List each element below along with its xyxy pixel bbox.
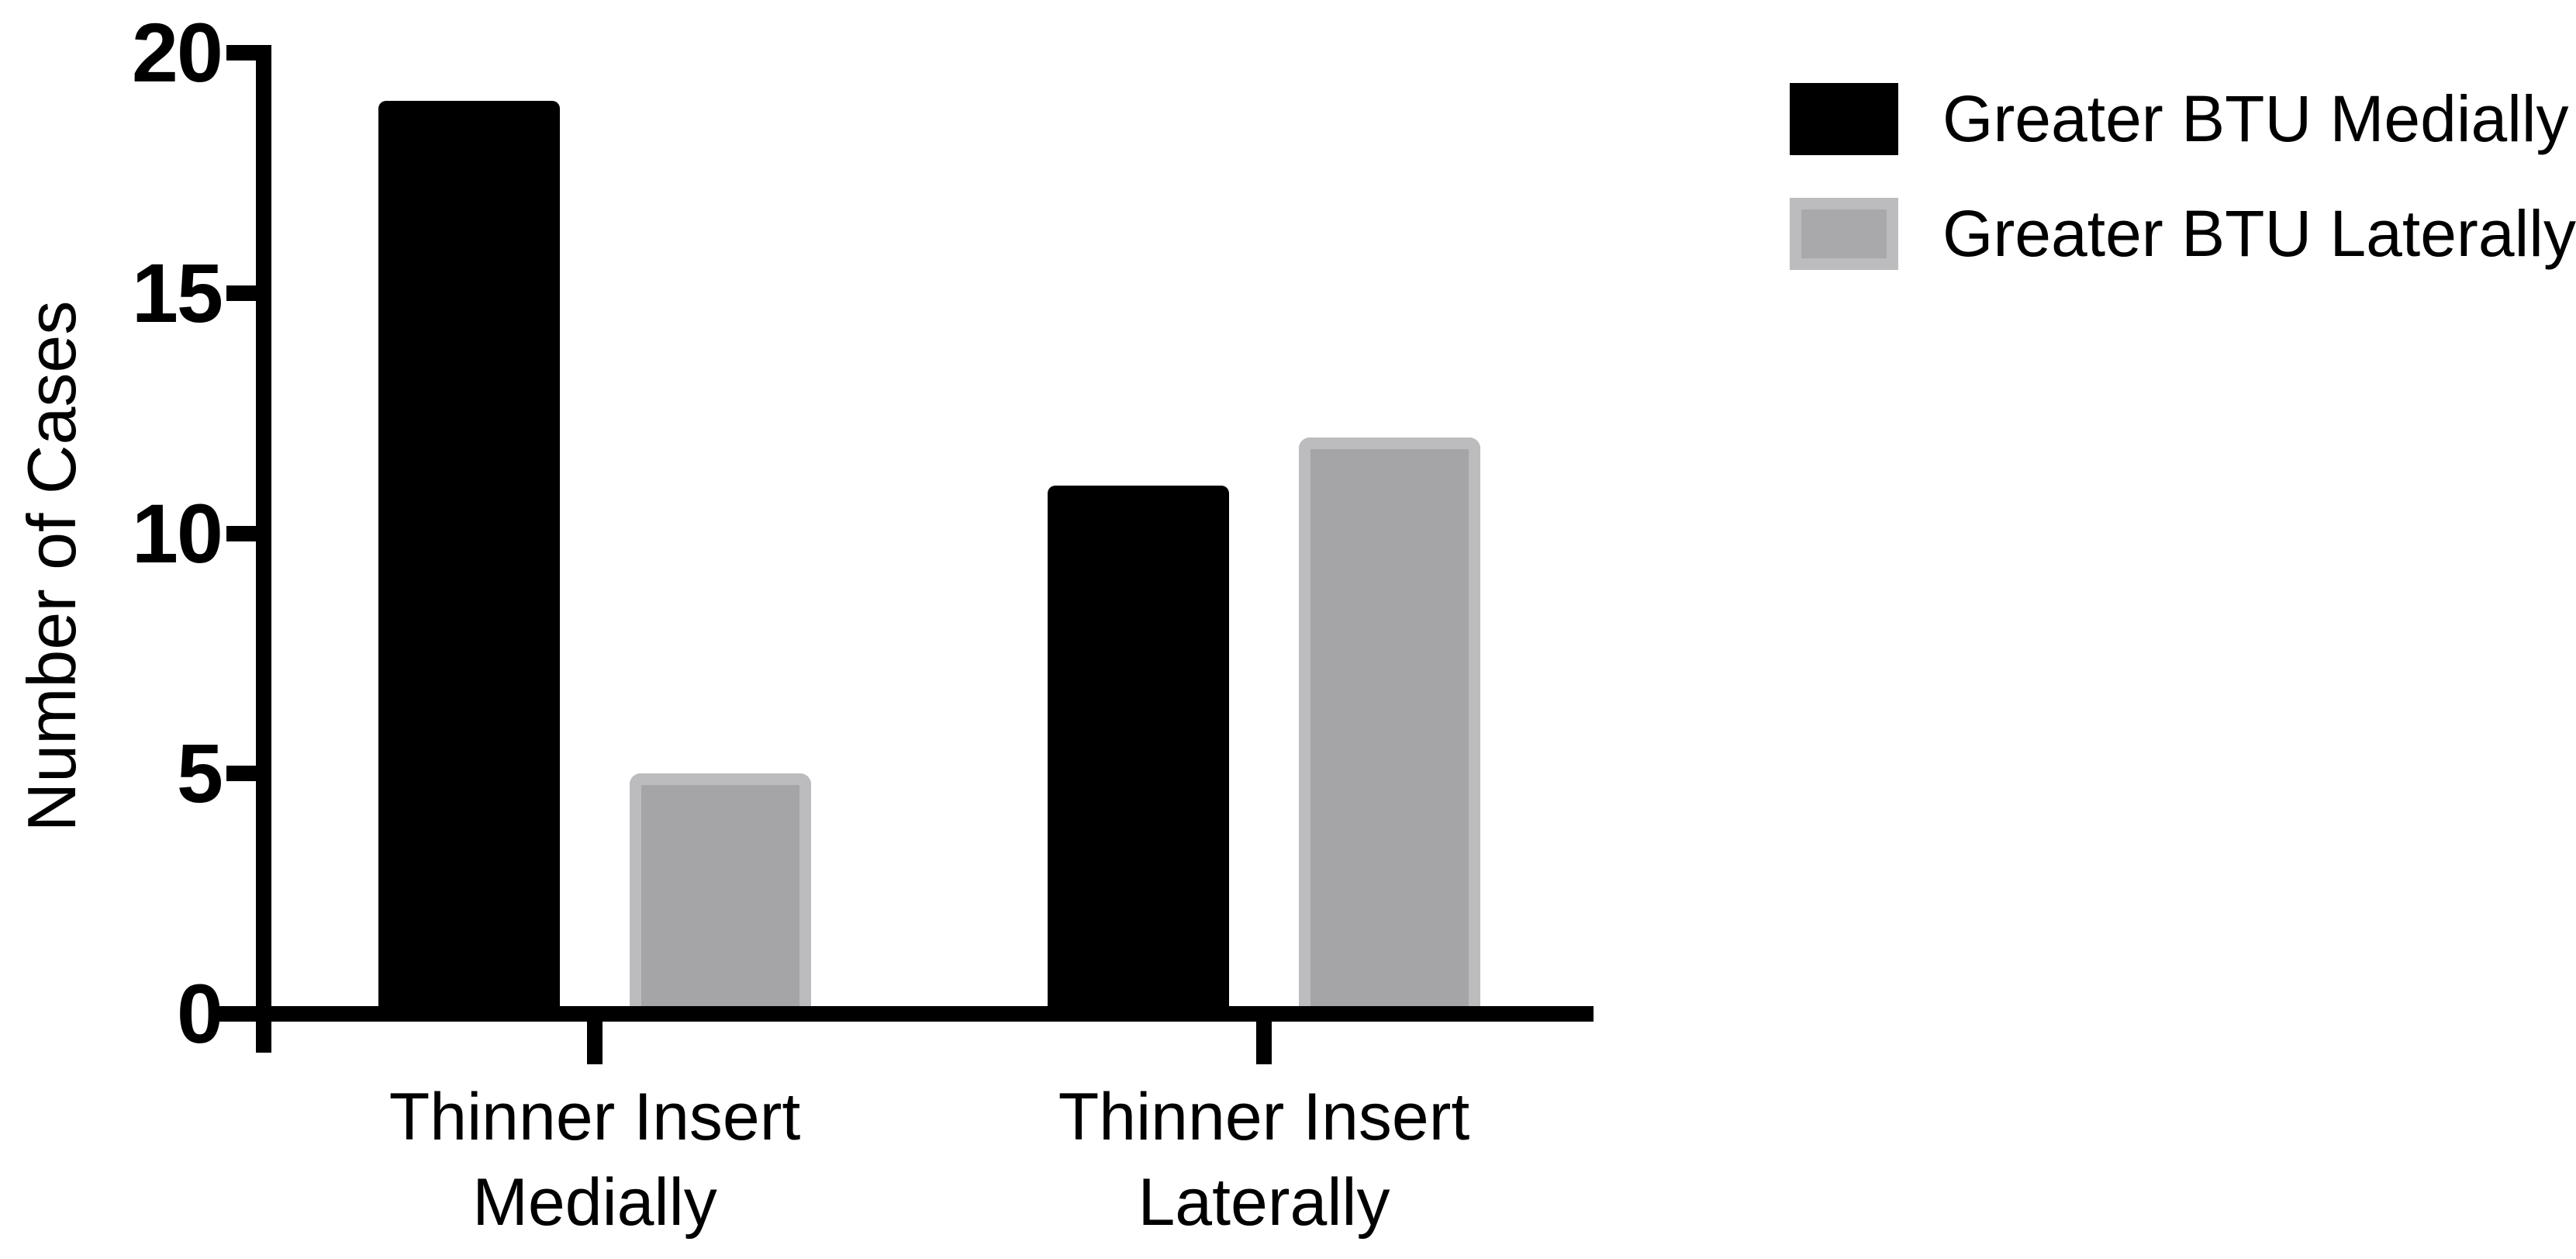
- x-axis-tick: [1256, 1022, 1272, 1064]
- x-category-label: Thinner Insert Medially: [388, 1080, 801, 1240]
- bar: [630, 773, 811, 1010]
- y-axis-tick: [226, 1006, 264, 1022]
- y-tick-label: 10: [131, 486, 223, 580]
- legend-label: Greater BTU Laterally: [1942, 197, 2576, 270]
- y-tick-label: 0: [176, 967, 223, 1060]
- bar: [1299, 437, 1480, 1010]
- y-axis-tick: [226, 766, 264, 782]
- y-tick-label: 15: [131, 245, 223, 340]
- x-axis-line: [219, 1006, 1594, 1022]
- legend-item: Greater BTU Medially: [1790, 83, 2576, 155]
- x-axis-tick: [587, 1022, 603, 1064]
- legend-swatch-black: [1790, 83, 1898, 155]
- y-axis-line: [256, 45, 271, 1053]
- bar: [378, 100, 560, 1010]
- legend-label: Greater BTU Medially: [1942, 82, 2569, 155]
- legend-item: Greater BTU Laterally: [1790, 198, 2576, 270]
- bar: [1048, 485, 1229, 1010]
- y-axis-tick: [226, 525, 264, 541]
- legend: Greater BTU Medially Greater BTU Laterall…: [1790, 83, 2576, 270]
- y-axis-tick: [226, 285, 264, 301]
- y-tick-label: 20: [131, 5, 223, 99]
- y-axis-tick: [226, 45, 264, 61]
- x-category-label: Thinner Insert Laterally: [1058, 1080, 1470, 1240]
- legend-swatch-gray: [1790, 198, 1898, 270]
- y-tick-label: 5: [176, 726, 223, 821]
